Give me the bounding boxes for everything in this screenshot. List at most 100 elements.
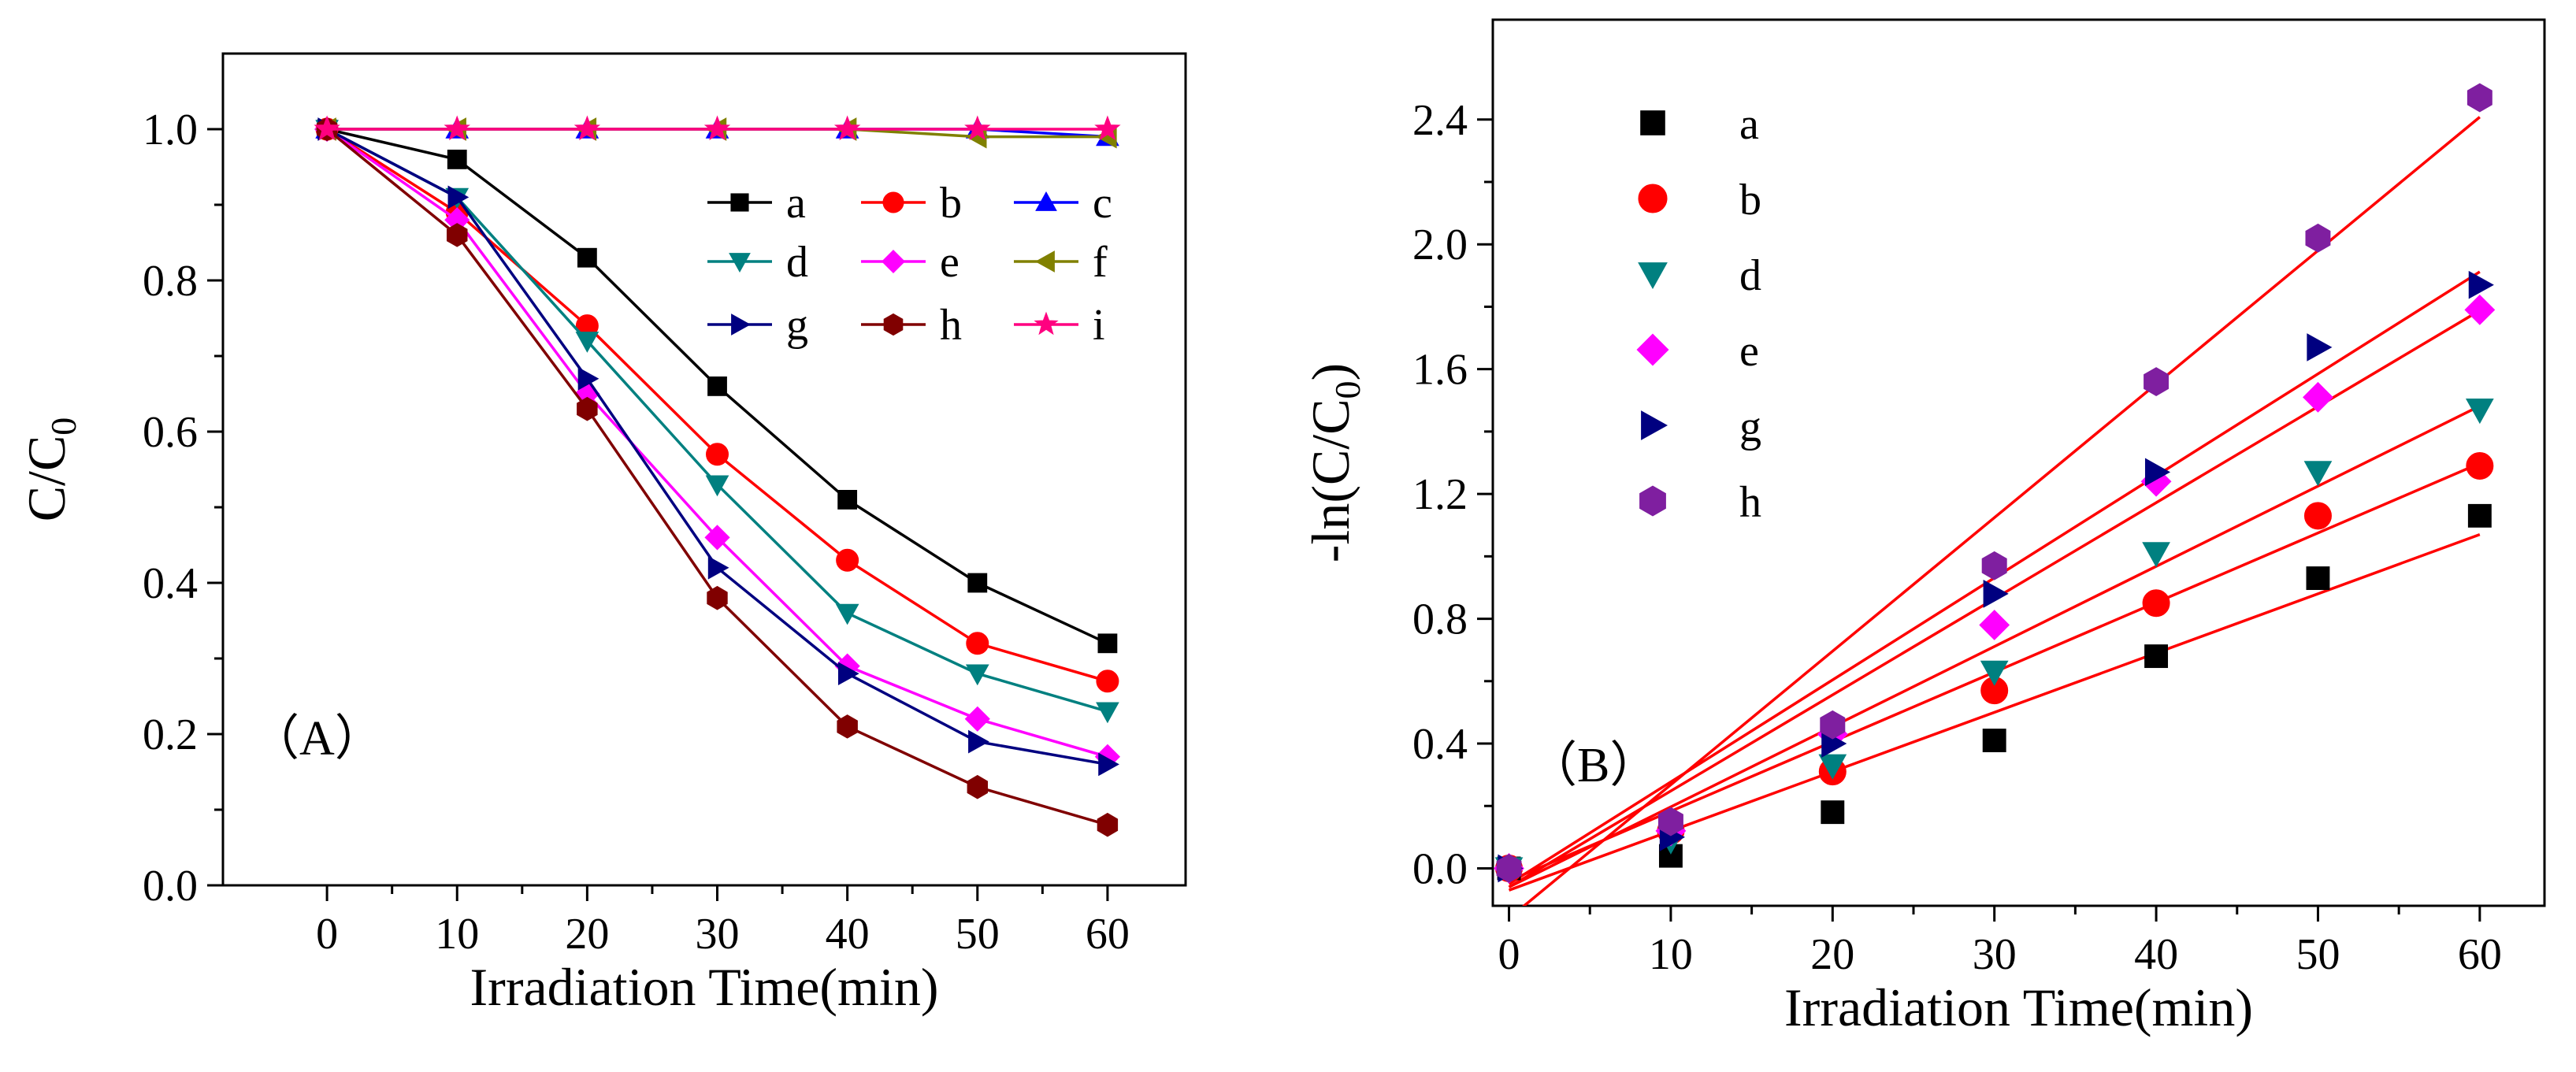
b-y-axis-label: -ln(C/C0) <box>1301 363 1368 562</box>
a-point-d <box>965 664 989 686</box>
a-y-axis-label-main: C/C <box>17 436 76 522</box>
b-legend-entry-e: e <box>1636 327 1759 376</box>
b-y-axis-label-sub: 0 <box>1327 380 1368 399</box>
a-point-a <box>577 247 597 268</box>
a-point-g <box>577 366 599 391</box>
b-legend-entry-a: a <box>1640 100 1759 149</box>
b-y-tick-label: 2.0 <box>1412 221 1468 269</box>
b-panel-label: （B） <box>1528 739 1658 792</box>
b-point-h <box>1496 854 1522 883</box>
a-point-b <box>966 632 989 655</box>
b-series-h <box>1496 83 2492 883</box>
b-legend-marker-g <box>1641 410 1668 440</box>
b-point-h <box>2144 367 2169 396</box>
a-point-g <box>707 555 729 580</box>
a-point-h <box>447 223 468 247</box>
a-legend-marker-d <box>729 253 751 273</box>
b-x-tick-label: 0 <box>1498 930 1520 979</box>
b-point-h <box>2467 83 2492 113</box>
b-fit-lines <box>1508 116 2481 906</box>
b-legend-entry-h: h <box>1639 478 1761 527</box>
a-y-tick-label: 0.6 <box>143 408 198 457</box>
b-point-g <box>2307 333 2333 362</box>
a-x-tick-label: 40 <box>826 910 870 959</box>
a-legend-label-f: f <box>1093 238 1108 287</box>
b-point-b <box>2466 451 2494 480</box>
a-point-d <box>835 603 859 625</box>
b-legend-label-b: b <box>1739 176 1761 224</box>
a-legend-label-g: g <box>786 301 808 350</box>
b-point-h <box>2305 223 2331 253</box>
a-y-tick-label: 1.0 <box>143 106 198 154</box>
a-point-i <box>573 115 601 141</box>
a-legend-entry-a: a <box>707 179 806 228</box>
b-legend-marker-d <box>1638 262 1668 290</box>
b-x-tick-label: 50 <box>2296 930 2340 979</box>
a-series-i <box>314 115 1121 141</box>
b-point-g <box>2468 270 2494 299</box>
b-x-tick-label: 60 <box>2458 930 2502 979</box>
b-point-b <box>2142 589 2170 618</box>
a-y-tick-label: 0.8 <box>143 257 198 306</box>
a-x-tick-label: 0 <box>316 910 338 959</box>
a-point-g <box>1098 752 1119 777</box>
a-legend-marker-f <box>1034 250 1055 273</box>
a-x-tick-label: 30 <box>696 910 740 959</box>
a-point-i <box>1094 115 1121 141</box>
a-legend-entry-i: i <box>1014 301 1105 350</box>
a-legend-entry-b: b <box>861 179 962 228</box>
a-series-line-d <box>326 128 1108 713</box>
a-point-i <box>314 115 340 141</box>
b-y-tick-label: 2.4 <box>1412 96 1468 145</box>
b-x-tick-label: 30 <box>1973 930 2017 979</box>
a-y-tick-label: 0.2 <box>143 710 198 759</box>
a-point-d <box>1096 702 1119 724</box>
b-y-axis-label-tail: ) <box>1301 363 1360 381</box>
a-point-a <box>447 150 467 169</box>
b-legend-label-h: h <box>1739 478 1761 527</box>
a-legend-marker-c <box>1035 191 1057 211</box>
a-point-a <box>967 573 988 593</box>
b-x-tick-label: 10 <box>1649 930 1693 979</box>
a-legend-label-c: c <box>1093 179 1112 228</box>
a-y-axis-label-sub: 0 <box>43 417 84 436</box>
a-legend-label-a: a <box>786 179 806 228</box>
a-legend-label-i: i <box>1093 301 1105 350</box>
b-point-h <box>1981 551 2007 581</box>
b-series-d <box>1494 399 2494 883</box>
b-fit-line-h <box>1521 116 2481 906</box>
b-y-axis-label-main: -ln(C/C <box>1301 399 1360 562</box>
a-point-a <box>1097 633 1118 654</box>
a-x-tick-label: 20 <box>565 910 609 959</box>
b-point-d <box>1980 660 2009 686</box>
b-legend-label-g: g <box>1739 402 1761 451</box>
a-legend-marker-e <box>881 249 906 274</box>
a-y-tick-label: 0.4 <box>143 559 198 608</box>
a-legend-entry-d: d <box>707 238 808 287</box>
a-point-b <box>1096 670 1119 693</box>
b-point-a <box>2467 503 2492 528</box>
a-legend-marker-i <box>1034 311 1059 336</box>
b-point-e <box>2464 294 2496 325</box>
a-legend: a b c d e f g h i <box>707 179 1112 350</box>
b-point-e <box>1979 610 2010 640</box>
b-point-a <box>2306 566 2330 591</box>
b-point-g <box>2144 458 2171 487</box>
a-plot-frame <box>221 52 1187 887</box>
a-y-axis-label: C/C0 <box>17 417 84 522</box>
a-legend-entry-g: g <box>707 301 808 350</box>
b-legend-marker-b <box>1638 184 1668 213</box>
a-x-tick-label: 50 <box>956 910 1000 959</box>
b-plot-frame <box>1491 18 2546 907</box>
b-point-a <box>1821 800 1845 825</box>
a-point-h <box>577 396 598 421</box>
a-point-i <box>703 115 731 141</box>
b-legend-label-d: d <box>1739 251 1761 300</box>
b-point-e <box>2303 381 2333 413</box>
b-point-d <box>1818 754 1847 780</box>
b-x-axis-label: Irradiation Time(min) <box>1784 977 2253 1037</box>
a-y-tick-label: 0.0 <box>143 862 198 911</box>
a-point-h <box>837 714 858 739</box>
b-legend-label-a: a <box>1739 100 1759 149</box>
